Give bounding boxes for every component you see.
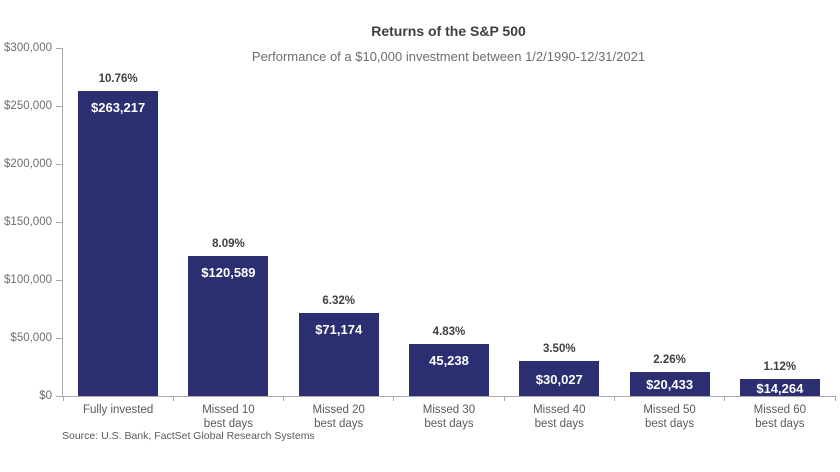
x-tick-label: Missed 10 best days <box>202 404 255 430</box>
bar-value-label: $20,433 <box>646 377 694 393</box>
x-tick-label: Missed 40 best days <box>533 404 586 430</box>
x-tick-label: Missed 20 best days <box>312 404 365 430</box>
y-tick-label: $100,000 <box>4 274 52 286</box>
x-tick-label: Fully invested <box>82 404 154 416</box>
y-tick-label: $50,000 <box>10 332 52 344</box>
bar: 45,238 <box>409 343 489 396</box>
bar-value-label: $14,264 <box>756 380 804 396</box>
y-tick-mark <box>56 221 62 223</box>
chart-title: Returns of the S&P 500 <box>371 23 526 39</box>
y-tick-mark <box>56 337 62 339</box>
x-tick-label: Missed 60 best days <box>753 404 807 430</box>
x-tick-mark <box>172 396 174 401</box>
bar-return-label: 8.09% <box>212 238 245 251</box>
bar-value-label: 45,238 <box>429 352 469 368</box>
bar-return-label: 1.12% <box>763 361 797 374</box>
y-tick-label: $300,000 <box>4 42 52 54</box>
source-note: Source: U.S. Bank, FactSet Global Resear… <box>62 430 315 442</box>
x-tick-mark <box>613 396 615 401</box>
bar-return-label: 3.50% <box>542 343 576 356</box>
y-tick-mark <box>56 163 62 165</box>
bar-return-label: 4.83% <box>432 325 466 338</box>
bar: $14,264 <box>739 379 820 396</box>
bar-value-label: $263,217 <box>91 99 146 115</box>
bar-return-label: 6.32% <box>322 295 355 308</box>
x-tick-label: Missed 30 best days <box>422 404 476 430</box>
y-tick-mark <box>56 279 62 281</box>
y-tick-mark <box>56 105 62 107</box>
plot-area: $0 $50,000 $100,000 $150,000 $200,000 $250,00… <box>4 42 836 430</box>
bar: $30,027 <box>519 361 600 396</box>
y-tick-label: $200,000 <box>4 158 52 170</box>
bar: $20,433 <box>629 372 710 396</box>
x-tick-mark <box>393 396 395 401</box>
x-tick-mark <box>724 396 726 401</box>
bar-value-label: $120,589 <box>201 265 256 281</box>
x-tick-mark <box>283 396 285 401</box>
bar-value-label: $30,027 <box>535 371 583 387</box>
x-tick-mark <box>503 396 505 401</box>
y-tick-mark <box>56 47 62 49</box>
bar-return-label: 2.26% <box>653 354 686 367</box>
y-tick-label: $250,000 <box>4 100 52 112</box>
x-tick-mark <box>62 396 64 401</box>
bar-value-label: $71,174 <box>315 322 363 338</box>
x-tick-label: Missed 50 best days <box>643 404 696 430</box>
y-tick-label: $150,000 <box>4 216 52 228</box>
bar: $71,174 <box>298 313 379 396</box>
chart-subtitle: Performance of a $10,000 investment betw… <box>251 49 646 64</box>
bar-return-label: 10.76% <box>98 72 138 85</box>
y-tick-label: $0 <box>39 390 52 402</box>
bar: $263,217 <box>78 90 159 396</box>
y-tick-mark <box>56 395 62 397</box>
x-tick-mark <box>834 396 836 401</box>
bar: $120,589 <box>188 256 269 396</box>
